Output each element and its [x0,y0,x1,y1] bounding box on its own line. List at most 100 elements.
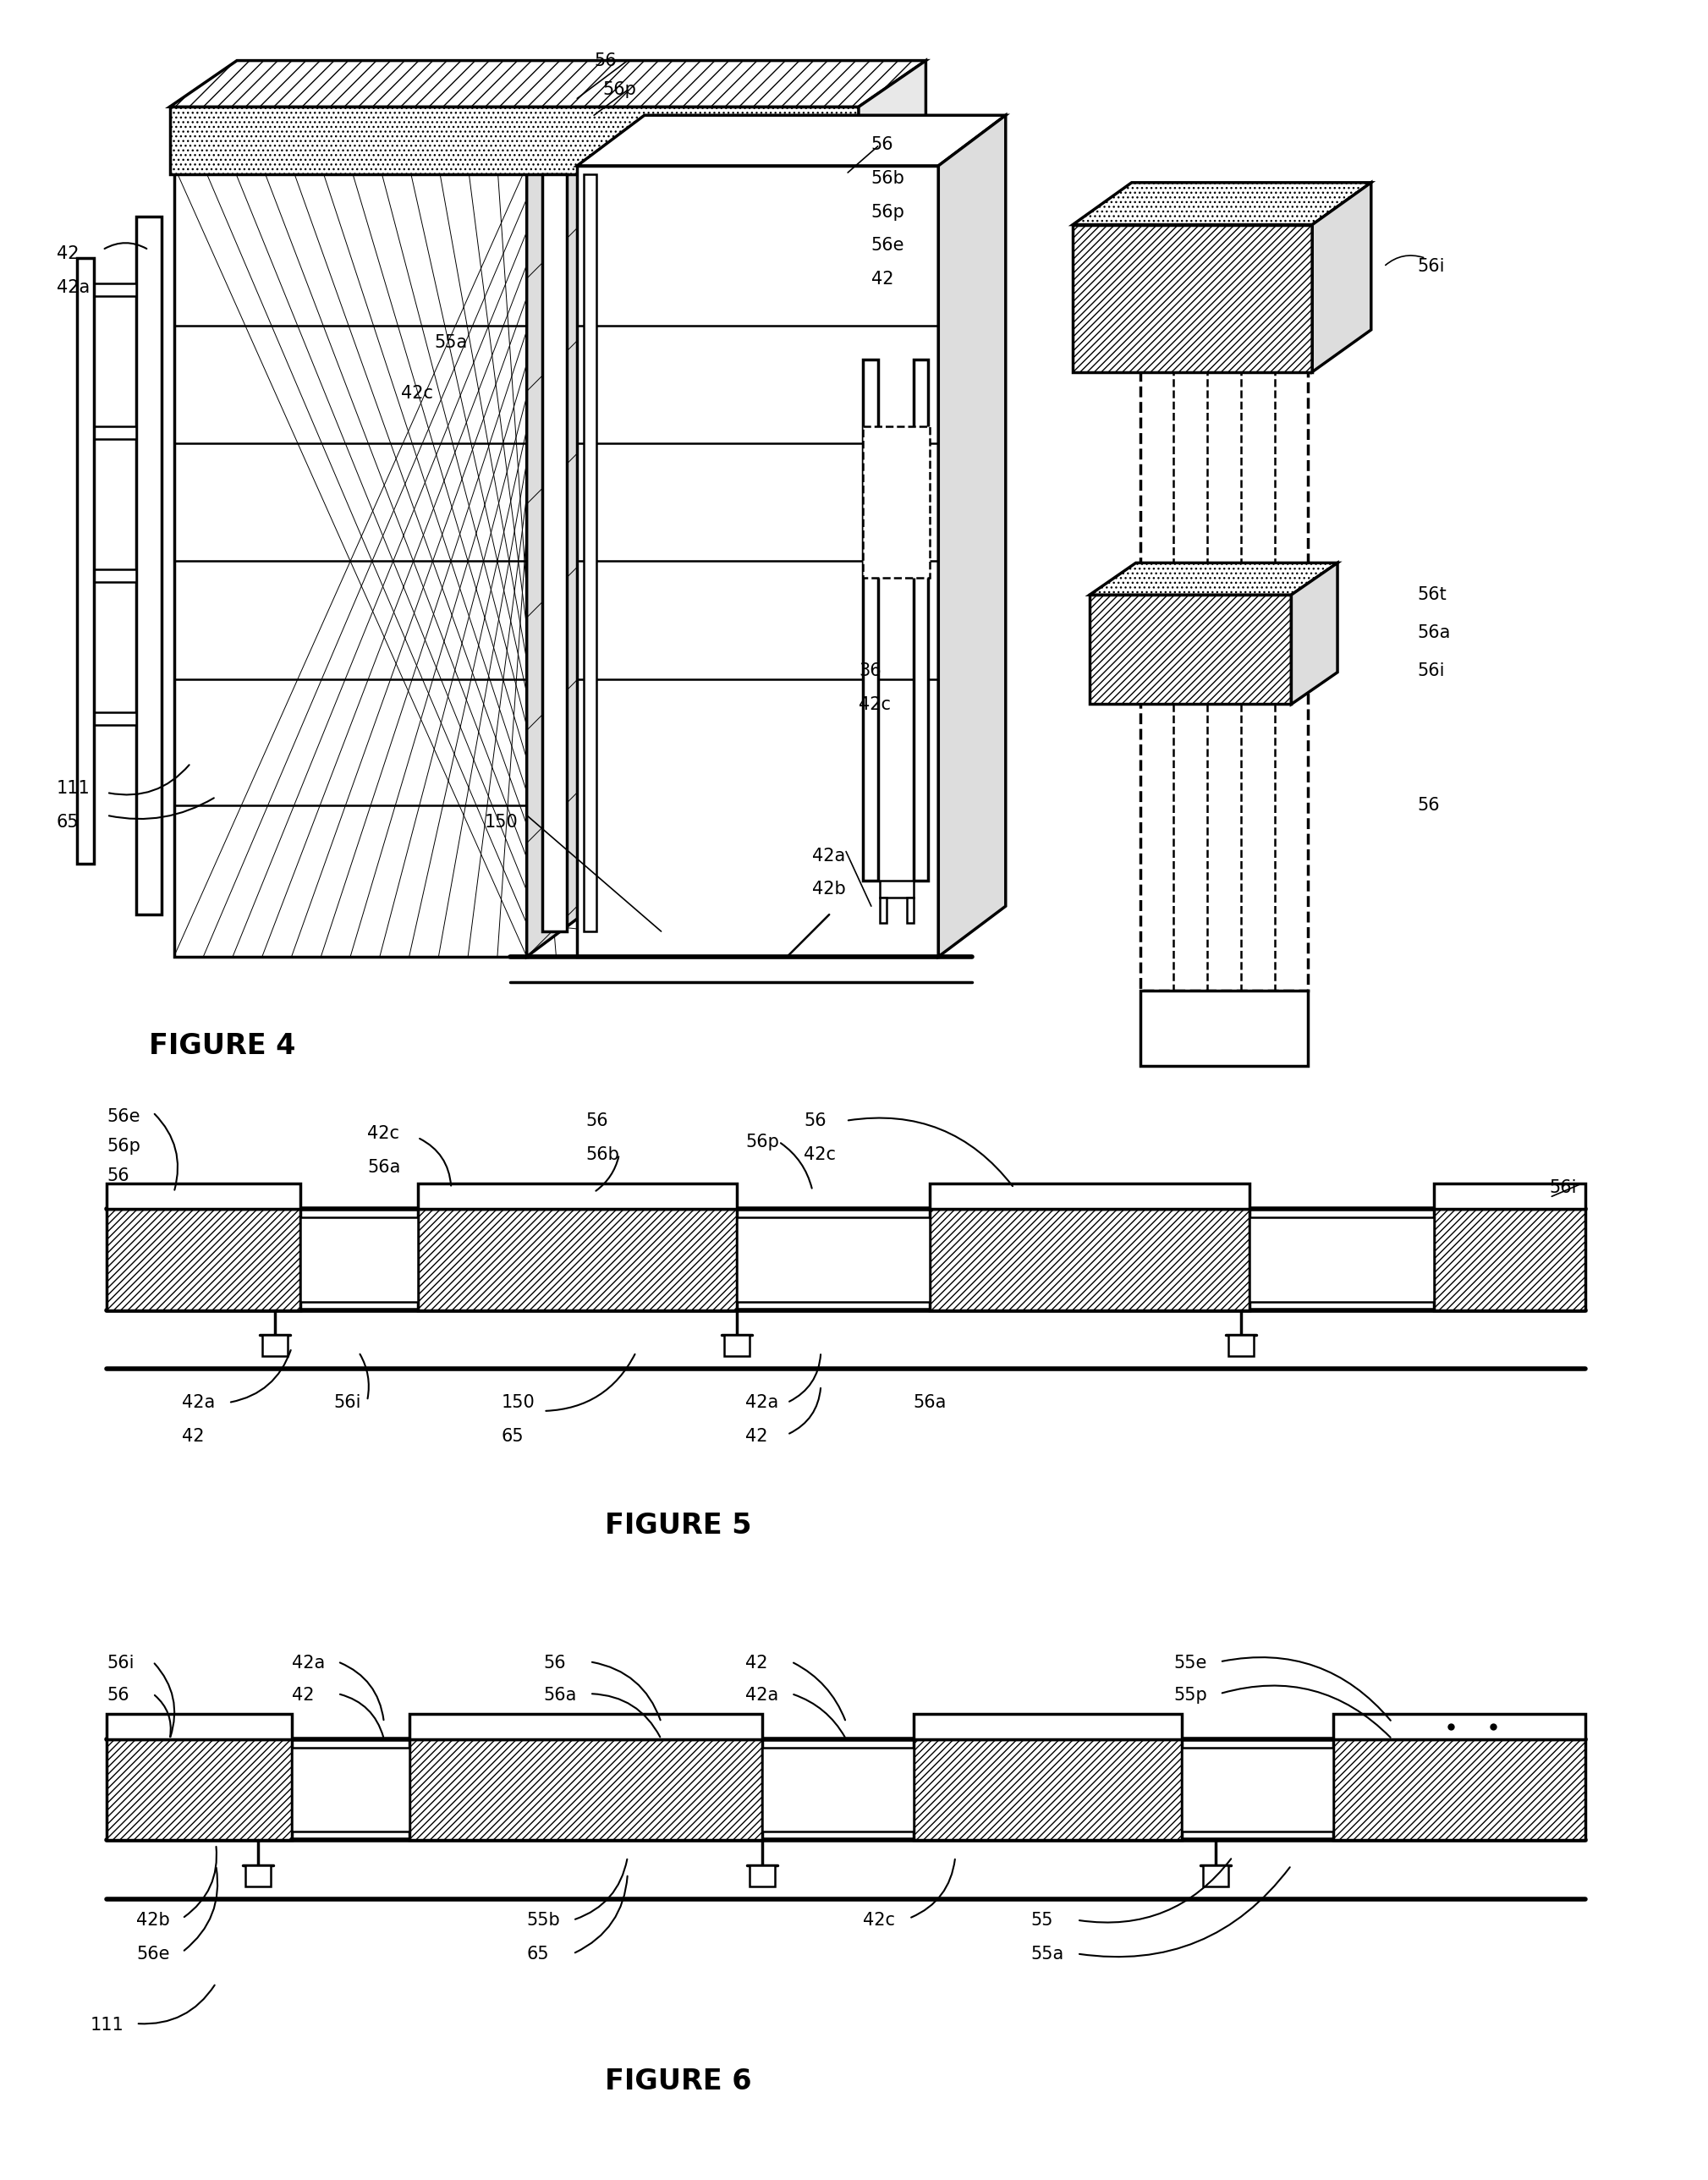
Text: 150: 150 [485,813,519,831]
Bar [137,216,161,916]
Text: 56p: 56p [603,81,635,98]
Text: 55a: 55a [434,334,468,351]
Bar [750,1866,775,1886]
Bar [174,166,526,957]
Bar [301,1216,417,1301]
Text: FIGURE 4: FIGURE 4 [149,1033,295,1059]
Polygon shape [859,61,926,174]
Text: 42a: 42a [292,1655,325,1672]
Bar [410,1740,762,1840]
Polygon shape [1291,562,1337,704]
Text: 56t: 56t [1418,586,1447,604]
Text: 56i: 56i [1418,663,1445,680]
Text: 56a: 56a [543,1687,577,1705]
Text: 36: 36 [859,663,881,680]
Bar [762,1748,914,1831]
Text: 56: 56 [804,1112,827,1129]
Text: 42b: 42b [137,1912,169,1929]
Text: 42: 42 [745,1428,767,1445]
Polygon shape [174,116,594,166]
Text: 56p: 56p [871,203,905,220]
Bar [914,1740,1182,1840]
Bar [1073,225,1312,373]
Bar [410,1713,762,1740]
Bar [1249,1216,1435,1301]
Text: 56: 56 [586,1112,608,1129]
Bar [417,1210,736,1310]
Text: 111: 111 [56,780,91,798]
Text: 65: 65 [502,1428,524,1445]
Bar [94,569,137,582]
Bar [914,1713,1182,1740]
Text: 56: 56 [1418,796,1440,813]
Text: 42b: 42b [813,881,845,898]
Bar [577,166,938,957]
Bar [736,1216,931,1301]
Polygon shape [169,61,926,107]
Bar [1139,990,1308,1066]
Bar [1435,1184,1585,1210]
Text: 56p: 56p [106,1138,140,1155]
Bar [417,1184,736,1210]
Bar [106,1740,292,1840]
Bar [914,360,929,881]
Text: 42a: 42a [745,1395,779,1410]
Bar [1334,1713,1585,1740]
Bar [1182,1748,1334,1831]
Bar [541,174,567,931]
Polygon shape [1312,183,1372,373]
Text: FIGURE 5: FIGURE 5 [605,1513,752,1539]
Text: 56p: 56p [745,1134,779,1151]
Text: 42a: 42a [183,1395,215,1410]
Bar [724,1336,750,1356]
Text: 55e: 55e [1173,1655,1208,1672]
Text: 150: 150 [502,1395,535,1410]
Bar [77,257,94,863]
Text: 42: 42 [745,1655,767,1672]
Text: 42: 42 [56,246,79,262]
Text: 111: 111 [91,2016,123,2034]
Text: 55: 55 [1032,1912,1054,1929]
Text: 42c: 42c [804,1147,837,1162]
Text: 56i: 56i [1418,257,1445,275]
Text: 56i: 56i [106,1655,135,1672]
Text: 56b: 56b [871,170,905,187]
Text: 42a: 42a [745,1687,779,1705]
Text: 56: 56 [871,137,893,153]
Bar [880,881,914,898]
Polygon shape [1090,562,1337,595]
Bar [106,1713,292,1740]
Text: 42: 42 [292,1687,314,1705]
Text: 55a: 55a [1032,1945,1064,1962]
Bar [1202,1866,1228,1886]
Text: 42: 42 [183,1428,205,1445]
Bar [863,427,931,578]
Bar [584,174,596,931]
Bar [292,1748,410,1831]
Text: 42: 42 [871,270,893,288]
Text: 56: 56 [543,1655,565,1672]
Text: 42a: 42a [56,279,89,296]
Bar [931,1210,1249,1310]
Bar [94,713,137,726]
Text: 56i: 56i [333,1395,360,1410]
Text: FIGURE 6: FIGURE 6 [605,2067,752,2095]
Text: 56a: 56a [914,1395,946,1410]
Bar [261,1336,287,1356]
Text: 42c: 42c [859,695,892,713]
Text: 56b: 56b [586,1147,620,1162]
Text: 56e: 56e [137,1945,169,1962]
Bar [1435,1210,1585,1310]
Bar [931,1184,1249,1210]
Text: 55b: 55b [526,1912,560,1929]
Bar [1228,1336,1254,1356]
Bar [863,360,878,881]
Bar [1139,301,1308,990]
Text: 42c: 42c [863,1912,895,1929]
Polygon shape [938,116,1006,957]
Bar [246,1866,270,1886]
Bar [1090,595,1291,704]
Text: 56a: 56a [1418,623,1450,641]
Polygon shape [577,116,1006,166]
Bar [106,1210,301,1310]
